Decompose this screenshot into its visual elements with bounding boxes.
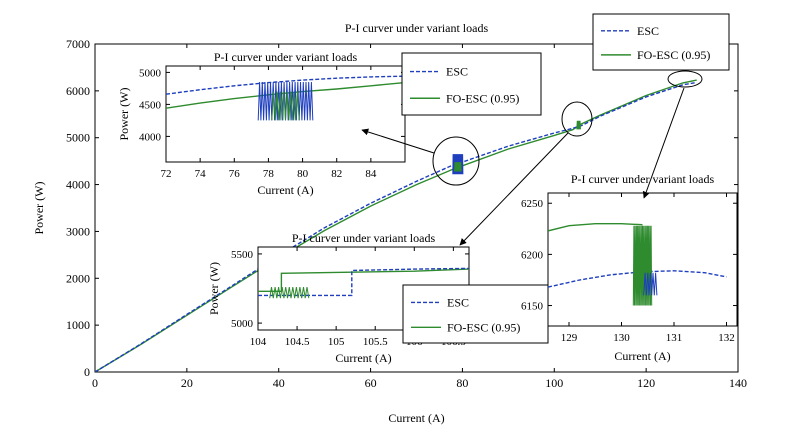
- y-tick-label: 6150: [521, 301, 544, 313]
- y-tick-label: 5000: [139, 67, 162, 79]
- legend-label-esc: ESC: [446, 65, 468, 79]
- y-tick-label: 0: [84, 365, 90, 379]
- x-axis-label: Current (A): [335, 351, 391, 365]
- x-tick-label: 40: [273, 376, 285, 390]
- zoom-circle: [432, 136, 480, 186]
- y-tick-label: 5000: [66, 131, 90, 145]
- oscillation-esc: [452, 154, 464, 175]
- x-tick-label: 100: [545, 376, 563, 390]
- y-tick-label: 7000: [66, 37, 90, 51]
- x-tick-label: 20: [181, 376, 193, 390]
- x-tick-label: 105: [328, 336, 345, 348]
- chart-title: P-I curver under variant loads: [214, 50, 358, 64]
- x-tick-label: 80: [297, 168, 309, 180]
- x-tick-label: 72: [161, 168, 172, 180]
- legend-label-fo-esc: FO-ESC (0.95): [447, 320, 520, 334]
- y-tick-label: 3000: [66, 224, 90, 238]
- series-line-esc: [166, 75, 405, 95]
- x-tick-label: 105.5: [363, 336, 388, 348]
- legend-label-fo-esc: FO-ESC (0.95): [446, 91, 519, 105]
- zoom-circle: [561, 101, 593, 137]
- y-tick-label: 1000: [66, 318, 90, 332]
- y-axis-label: Power (W): [207, 262, 221, 315]
- x-tick-label: 84: [365, 168, 377, 180]
- legend-label-esc: ESC: [447, 295, 469, 309]
- legend-label-fo-esc: FO-ESC (0.95): [637, 48, 710, 62]
- zoom-arrow: [361, 128, 435, 154]
- series-line-esc: [258, 267, 469, 297]
- y-axis-label: Power (W): [117, 88, 131, 141]
- chart-inset3: 129 130 131 132 6150 6200 6250 P-I curver under…: [521, 172, 738, 363]
- series-line-fo-esc: [258, 268, 469, 292]
- zoom-circle: [667, 70, 703, 88]
- x-tick-label: 104: [250, 336, 267, 348]
- y-tick-label: 6000: [66, 84, 90, 98]
- y-axis-label: Power (W): [32, 182, 46, 235]
- chart-title: P-I curver under variant loads: [292, 231, 436, 245]
- x-tick-label: 130: [613, 332, 630, 344]
- y-tick-label: 2000: [66, 271, 90, 285]
- x-axis-label: Current (A): [388, 411, 444, 425]
- y-tick-label: 6250: [521, 198, 544, 210]
- x-axis-label: Current (A): [257, 183, 313, 197]
- legend-box: [592, 13, 730, 71]
- zoom-arrow: [642, 87, 685, 199]
- y-tick-label: 6200: [521, 249, 544, 261]
- oscillation-fo-esc: [454, 162, 462, 172]
- legend: ESC FO-ESC (0.95): [402, 284, 549, 344]
- chart-title: P-I curver under variant loads: [345, 21, 489, 35]
- legend-box: [402, 284, 549, 344]
- legend-box: [401, 52, 542, 116]
- y-tick-label: 4000: [139, 131, 162, 143]
- legend: ESC FO-ESC (0.95): [401, 52, 542, 116]
- x-tick-label: 120: [637, 376, 655, 390]
- x-tick-label: 60: [365, 376, 377, 390]
- series-line-esc: [95, 81, 697, 372]
- oscillation-fo-esc: [632, 225, 653, 306]
- y-tick-label: 5500: [231, 249, 254, 261]
- series-line-esc: [548, 270, 727, 288]
- x-tick-label: 104.5: [285, 336, 310, 348]
- x-tick-label: 132: [718, 332, 735, 344]
- x-tick-label: 78: [263, 168, 275, 180]
- series-line-fo-esc: [166, 81, 405, 109]
- x-tick-label: 0: [92, 376, 98, 390]
- x-tick-label: 82: [331, 168, 342, 180]
- oscillation-fo-esc: [576, 120, 581, 130]
- x-tick-label: 74: [195, 168, 207, 180]
- y-tick-label: 5000: [231, 318, 254, 330]
- oscillation-fo-esc: [271, 91, 300, 121]
- x-tick-label: 140: [729, 376, 747, 390]
- x-tick-label: 131: [666, 332, 683, 344]
- zoom-arrow: [459, 132, 569, 246]
- x-tick-label: 129: [561, 332, 578, 344]
- oscillation-esc: [643, 272, 658, 296]
- y-tick-label: 4000: [66, 178, 90, 192]
- oscillation-fo-esc: [269, 287, 310, 299]
- chart-title: P-I curver under variant loads: [571, 172, 715, 186]
- legend-label-esc: ESC: [637, 24, 659, 38]
- x-tick-label: 76: [229, 168, 241, 180]
- legend: ESC FO-ESC (0.95): [592, 13, 730, 71]
- x-axis-label: Current (A): [614, 349, 670, 363]
- y-tick-label: 4500: [139, 99, 162, 111]
- series-line-fo-esc: [548, 223, 643, 232]
- x-tick-label: 80: [456, 376, 468, 390]
